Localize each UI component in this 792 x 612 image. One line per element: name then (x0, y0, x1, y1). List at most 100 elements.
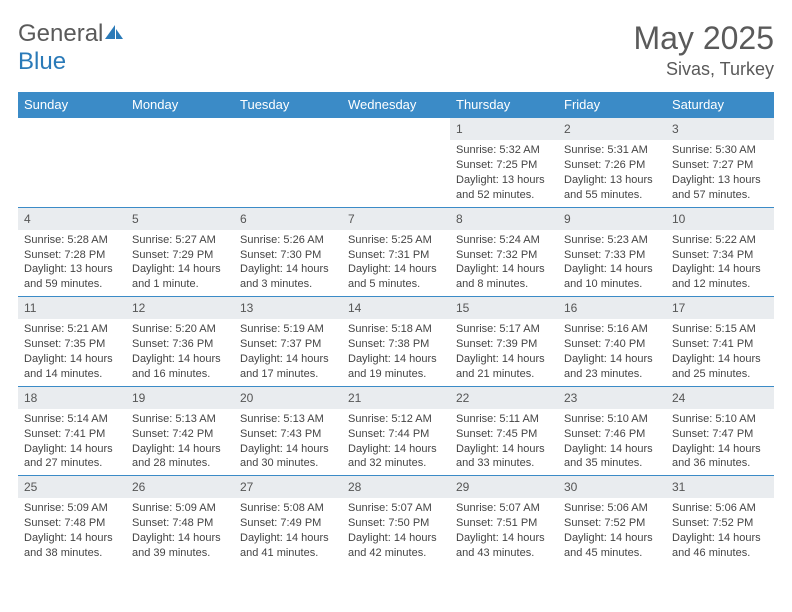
sail-icon (103, 20, 125, 48)
weekday-header-row: Sunday Monday Tuesday Wednesday Thursday… (18, 92, 774, 118)
sunset-text: Sunset: 7:47 PM (672, 427, 768, 442)
day-info (342, 124, 450, 131)
day-cell: 14Sunrise: 5:18 AMSunset: 7:38 PMDayligh… (342, 297, 450, 387)
sunset-text: Sunset: 7:52 PM (672, 516, 768, 531)
day-cell: 13Sunrise: 5:19 AMSunset: 7:37 PMDayligh… (234, 297, 342, 387)
day-number: 27 (234, 476, 342, 498)
day-cell: 25Sunrise: 5:09 AMSunset: 7:48 PMDayligh… (18, 476, 126, 565)
sunrise-text: Sunrise: 5:31 AM (564, 143, 660, 158)
sunset-text: Sunset: 7:37 PM (240, 337, 336, 352)
day-number: 1 (450, 118, 558, 140)
day-cell: 20Sunrise: 5:13 AMSunset: 7:43 PMDayligh… (234, 386, 342, 476)
daylight-text: Daylight: 14 hours and 3 minutes. (240, 262, 336, 292)
day-info: Sunrise: 5:23 AMSunset: 7:33 PMDaylight:… (558, 230, 666, 296)
sunrise-text: Sunrise: 5:23 AM (564, 233, 660, 248)
day-info: Sunrise: 5:07 AMSunset: 7:51 PMDaylight:… (450, 498, 558, 564)
sunrise-text: Sunrise: 5:06 AM (672, 501, 768, 516)
daylight-text: Daylight: 14 hours and 32 minutes. (348, 442, 444, 472)
daylight-text: Daylight: 14 hours and 25 minutes. (672, 352, 768, 382)
day-number: 5 (126, 208, 234, 230)
sunrise-text: Sunrise: 5:15 AM (672, 322, 768, 337)
daylight-text: Daylight: 14 hours and 33 minutes. (456, 442, 552, 472)
daylight-text: Daylight: 14 hours and 10 minutes. (564, 262, 660, 292)
day-cell: 2 Sunrise: 5:31 AMSunset: 7:26 PMDaylight… (558, 118, 666, 208)
day-info: Sunrise: 5:17 AMSunset: 7:39 PMDaylight:… (450, 319, 558, 385)
sunset-text: Sunset: 7:34 PM (672, 248, 768, 263)
day-cell: 28Sunrise: 5:07 AMSunset: 7:50 PMDayligh… (342, 476, 450, 565)
month-title: May 2025 (633, 20, 774, 57)
day-info: Sunrise: 5:10 AMSunset: 7:47 PMDaylight:… (666, 409, 774, 475)
daylight-text: Daylight: 13 hours and 55 minutes. (564, 173, 660, 203)
sunset-text: Sunset: 7:29 PM (132, 248, 228, 263)
sunrise-text: Sunrise: 5:28 AM (24, 233, 120, 248)
sunset-text: Sunset: 7:35 PM (24, 337, 120, 352)
sunset-text: Sunset: 7:33 PM (564, 248, 660, 263)
day-number: 2 (558, 118, 666, 140)
daylight-text: Daylight: 14 hours and 17 minutes. (240, 352, 336, 382)
sunrise-text: Sunrise: 5:19 AM (240, 322, 336, 337)
day-info: Sunrise: 5:27 AMSunset: 7:29 PMDaylight:… (126, 230, 234, 296)
daylight-text: Daylight: 13 hours and 59 minutes. (24, 262, 120, 292)
weekday-thu: Thursday (450, 92, 558, 118)
day-number: 29 (450, 476, 558, 498)
weekday-sun: Sunday (18, 92, 126, 118)
header: General Blue May 2025 Sivas, Turkey (18, 20, 774, 80)
daylight-text: Daylight: 14 hours and 28 minutes. (132, 442, 228, 472)
sunrise-text: Sunrise: 5:27 AM (132, 233, 228, 248)
sunrise-text: Sunrise: 5:07 AM (348, 501, 444, 516)
day-info: Sunrise: 5:28 AMSunset: 7:28 PMDaylight:… (18, 230, 126, 296)
daylight-text: Daylight: 14 hours and 35 minutes. (564, 442, 660, 472)
weekday-wed: Wednesday (342, 92, 450, 118)
daylight-text: Daylight: 14 hours and 41 minutes. (240, 531, 336, 561)
sunrise-text: Sunrise: 5:18 AM (348, 322, 444, 337)
daylight-text: Daylight: 14 hours and 21 minutes. (456, 352, 552, 382)
day-cell: 26Sunrise: 5:09 AMSunset: 7:48 PMDayligh… (126, 476, 234, 565)
day-info: Sunrise: 5:21 AMSunset: 7:35 PMDaylight:… (18, 319, 126, 385)
sunrise-text: Sunrise: 5:30 AM (672, 143, 768, 158)
calendar-body: 1Sunrise: 5:32 AMSunset: 7:25 PMDaylight… (18, 118, 774, 565)
sunrise-text: Sunrise: 5:24 AM (456, 233, 552, 248)
sunset-text: Sunset: 7:31 PM (348, 248, 444, 263)
day-cell: 1Sunrise: 5:32 AMSunset: 7:25 PMDaylight… (450, 118, 558, 208)
daylight-text: Daylight: 14 hours and 27 minutes. (24, 442, 120, 472)
sunset-text: Sunset: 7:49 PM (240, 516, 336, 531)
day-number: 18 (18, 387, 126, 409)
day-info: Sunrise: 5:15 AMSunset: 7:41 PMDaylight:… (666, 319, 774, 385)
sunrise-text: Sunrise: 5:16 AM (564, 322, 660, 337)
sunset-text: Sunset: 7:26 PM (564, 158, 660, 173)
sunrise-text: Sunrise: 5:26 AM (240, 233, 336, 248)
day-number: 30 (558, 476, 666, 498)
day-cell: 10Sunrise: 5:22 AMSunset: 7:34 PMDayligh… (666, 207, 774, 297)
day-cell (126, 118, 234, 208)
daylight-text: Daylight: 13 hours and 52 minutes. (456, 173, 552, 203)
sunset-text: Sunset: 7:46 PM (564, 427, 660, 442)
logo: General Blue (18, 20, 125, 76)
daylight-text: Daylight: 14 hours and 45 minutes. (564, 531, 660, 561)
day-cell: 12Sunrise: 5:20 AMSunset: 7:36 PMDayligh… (126, 297, 234, 387)
brand-b: Blue (18, 48, 66, 75)
sunrise-text: Sunrise: 5:08 AM (240, 501, 336, 516)
day-number: 28 (342, 476, 450, 498)
day-cell: 16Sunrise: 5:16 AMSunset: 7:40 PMDayligh… (558, 297, 666, 387)
week-row: 4Sunrise: 5:28 AMSunset: 7:28 PMDaylight… (18, 207, 774, 297)
sunrise-text: Sunrise: 5:21 AM (24, 322, 120, 337)
sunset-text: Sunset: 7:50 PM (348, 516, 444, 531)
sunset-text: Sunset: 7:42 PM (132, 427, 228, 442)
day-cell: 19Sunrise: 5:13 AMSunset: 7:42 PMDayligh… (126, 386, 234, 476)
sunset-text: Sunset: 7:52 PM (564, 516, 660, 531)
day-number: 7 (342, 208, 450, 230)
day-info (234, 124, 342, 131)
day-number: 23 (558, 387, 666, 409)
sunset-text: Sunset: 7:41 PM (24, 427, 120, 442)
day-number: 15 (450, 297, 558, 319)
day-cell: 11Sunrise: 5:21 AMSunset: 7:35 PMDayligh… (18, 297, 126, 387)
day-info: Sunrise: 5:14 AMSunset: 7:41 PMDaylight:… (18, 409, 126, 475)
daylight-text: Daylight: 14 hours and 8 minutes. (456, 262, 552, 292)
day-cell: 3Sunrise: 5:30 AMSunset: 7:27 PMDaylight… (666, 118, 774, 208)
logo-text: General Blue (18, 20, 125, 76)
sunset-text: Sunset: 7:40 PM (564, 337, 660, 352)
day-info: Sunrise: 5:24 AMSunset: 7:32 PMDaylight:… (450, 230, 558, 296)
day-number: 22 (450, 387, 558, 409)
day-number: 6 (234, 208, 342, 230)
sunrise-text: Sunrise: 5:10 AM (564, 412, 660, 427)
